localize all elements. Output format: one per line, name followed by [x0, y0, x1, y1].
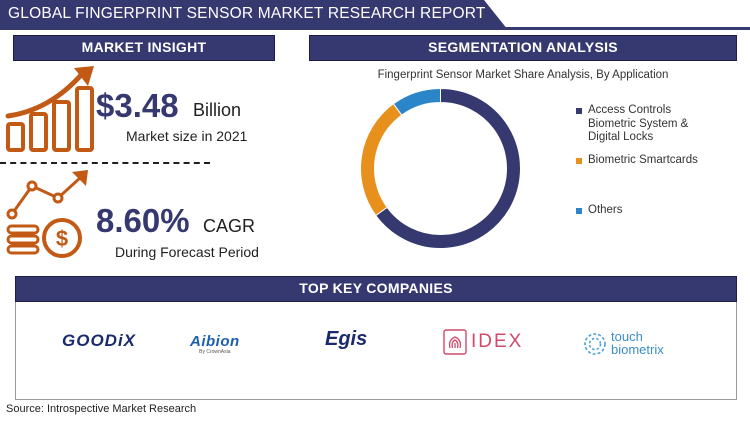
logo-idex: IDEX	[471, 331, 524, 352]
market-size-unit: Billion	[193, 100, 242, 120]
legend-item-2: Biometric Smartcards	[576, 154, 708, 168]
market-size-label: Market size in 2021	[126, 128, 248, 144]
svg-text:$: $	[56, 226, 68, 251]
touch-biometrix-mark	[584, 333, 606, 355]
cagr-unit: CAGR	[203, 216, 256, 236]
fingerprint-icon	[443, 329, 467, 355]
chart-title: Fingerprint Sensor Market Share Analysis…	[377, 69, 669, 81]
legend-item-1: Access Controls Biometric System & Digit…	[576, 104, 708, 145]
growth-chart-icon	[5, 66, 94, 152]
title-banner: GLOBAL FINGERPRINT SENSOR MARKET RESEARC…	[0, 0, 510, 30]
legend-label: Others	[588, 204, 623, 216]
legend-item-3: Others	[576, 204, 708, 218]
legend-label: Access Controls Biometric System & Digit…	[588, 104, 689, 143]
logo-goodix: GOODiX	[62, 331, 137, 350]
logo-biometrix: biometrix	[611, 342, 664, 357]
donut-chart	[360, 87, 521, 249]
logo-aibion-tagline: By CrownAsia	[199, 349, 231, 355]
market-size-value: $3.48	[96, 87, 179, 124]
legend-label: Biometric Smartcards	[588, 154, 698, 166]
segmentation-header: SEGMENTATION ANALYSIS	[309, 35, 737, 61]
market-insight-header: MARKET INSIGHT	[13, 35, 275, 61]
source-note: Source: Introspective Market Research	[6, 403, 197, 415]
title-underline	[500, 27, 750, 30]
legend-swatch	[576, 158, 582, 164]
cagr-label: During Forecast Period	[115, 244, 259, 260]
legend-swatch	[576, 208, 582, 214]
money-growth-icon: $	[6, 170, 88, 258]
cagr-value: 8.60%	[96, 202, 190, 239]
logo-egis: Egis	[325, 328, 368, 350]
donut-slice-2	[360, 103, 403, 217]
companies-header: TOP KEY COMPANIES	[15, 276, 737, 302]
donut-slice-3	[392, 87, 441, 116]
logo-aibion-name: Aibion	[190, 333, 240, 350]
logo-touch: touch	[611, 329, 643, 344]
legend-swatch	[576, 108, 582, 114]
report-title: GLOBAL FINGERPRINT SENSOR MARKET RESEARC…	[8, 5, 486, 22]
logo-aibion: Aibion By CrownAsia	[190, 333, 240, 355]
logo-touch-biometrix: touch biometrix	[611, 330, 664, 356]
title-banner-shape	[0, 0, 508, 30]
section-divider	[0, 162, 210, 164]
